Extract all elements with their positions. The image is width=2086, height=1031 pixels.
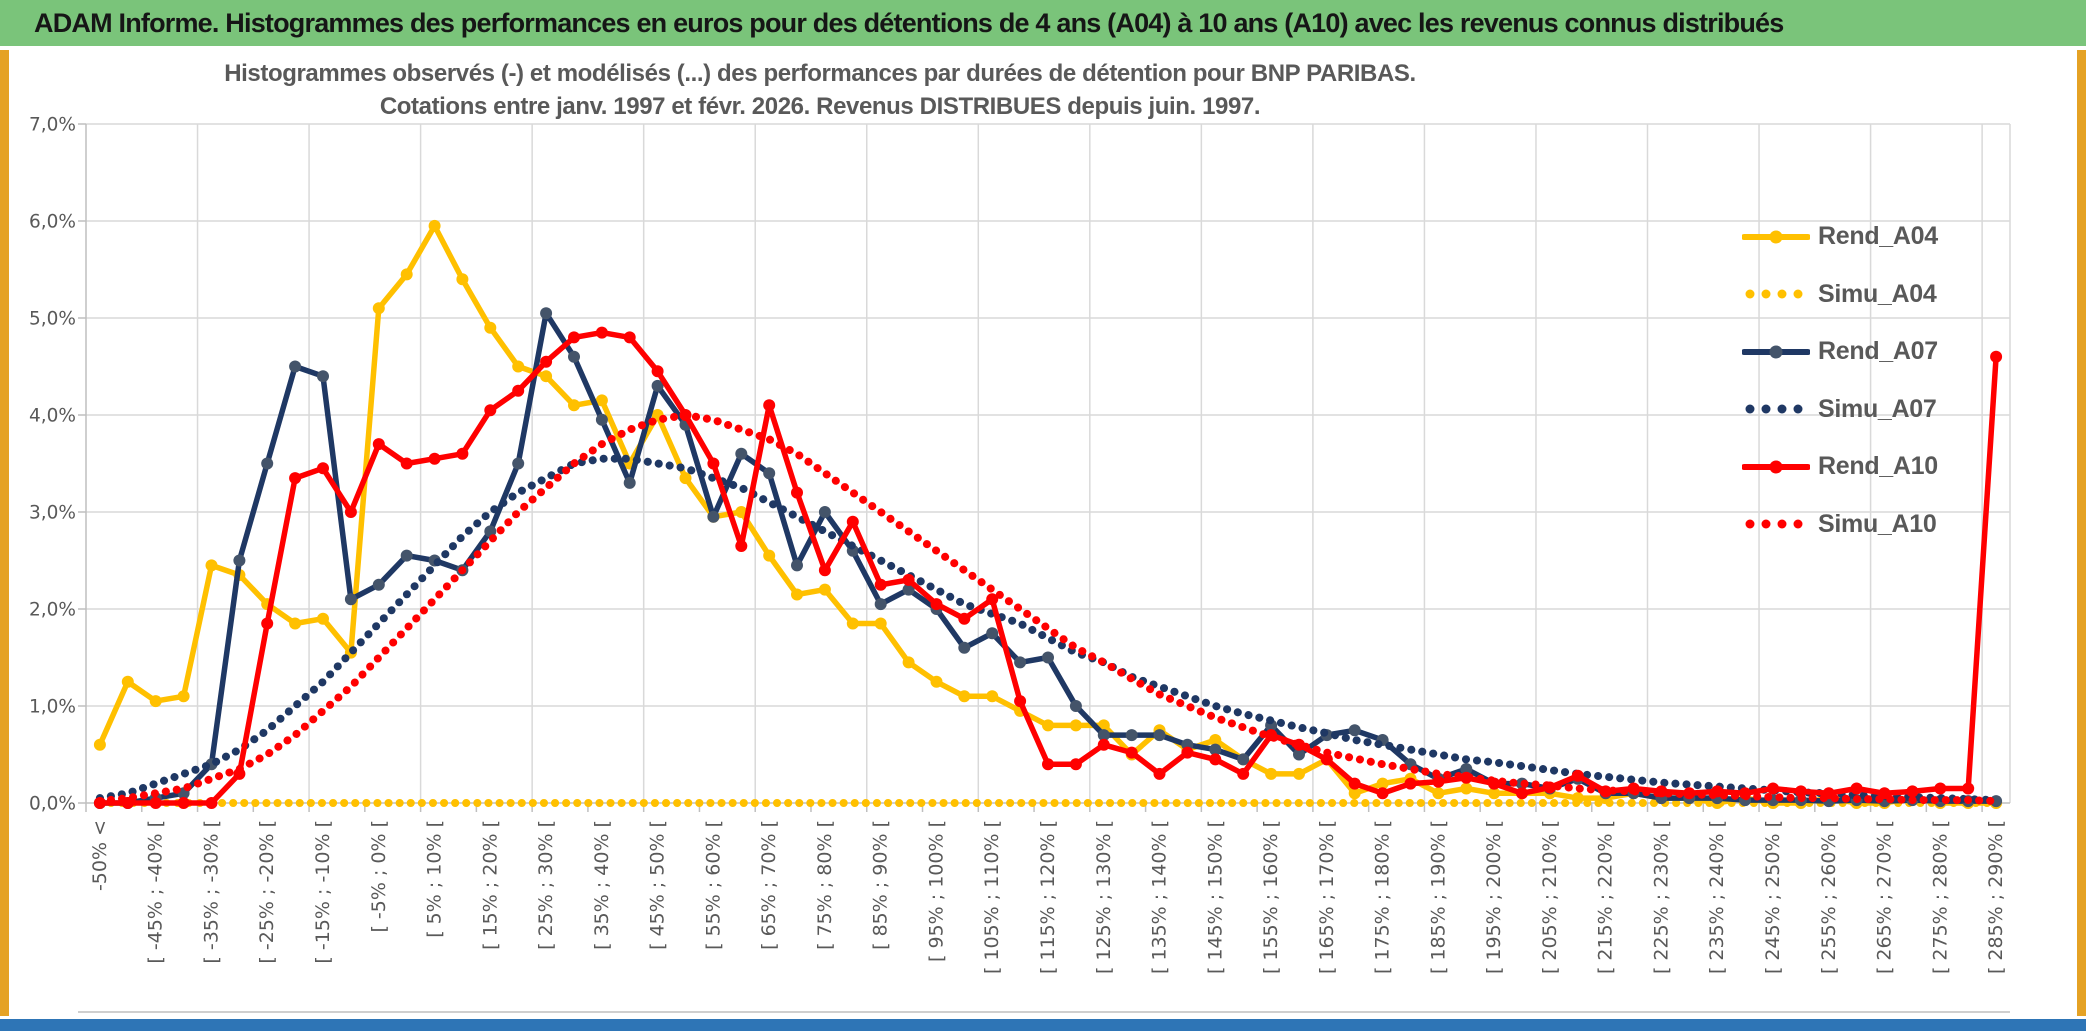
svg-text:[ 95% ; 100% [: [ 95% ; 100% [ [925,820,947,962]
gridlines [86,123,2011,803]
svg-text:[ -15% ; -10% [: [ -15% ; -10% [ [312,820,334,964]
svg-text:[ 5% ; 10% [: [ 5% ; 10% [ [424,820,446,938]
legend-item-simu-a04: Simu_A04 [1742,266,2002,324]
svg-text:[ 155% ; 160% [: [ 155% ; 160% [ [1260,820,1282,974]
header-bar: ADAM Informe. Histogrammes des performan… [0,0,2086,46]
svg-text:[ 215% ; 220% [: [ 215% ; 220% [ [1595,820,1617,974]
simu-a04-dots-icon [1742,286,1810,302]
series-simu-a07 [95,454,2001,805]
svg-text:[ 45% ; 50% [: [ 45% ; 50% [ [647,820,669,950]
svg-text:[ -25% ; -20% [: [ -25% ; -20% [ [256,820,278,964]
series-rend-a07 [93,307,2003,809]
page-title: ADAM Informe. Histogrammes des performan… [34,8,1784,38]
footer-bar [0,1019,2086,1031]
svg-text:[ 75% ; 80% [: [ 75% ; 80% [ [814,820,836,950]
svg-text:[ 225% ; 230% [: [ 225% ; 230% [ [1650,820,1672,974]
series-rend-a04 [93,219,2003,809]
svg-text:[ 25% ; 30% [: [ 25% ; 30% [ [535,820,557,950]
legend-item-rend-a10: Rend_A10 [1741,438,2002,496]
svg-text:[ 65% ; 70% [: [ 65% ; 70% [ [758,820,780,950]
svg-text:[ -5% ; 0% [: [ -5% ; 0% [ [368,820,390,933]
svg-text:5,0%: 5,0% [29,309,76,330]
legend-label: Simu_A04 [1818,279,1937,308]
svg-text:[ 85% ; 90% [: [ 85% ; 90% [ [870,820,892,950]
svg-text:[ 195% ; 200% [: [ 195% ; 200% [ [1483,820,1505,974]
chart-canvas: 7,0% 6,0% 5,0% 4,0% 3,0% 2,0% 1,0% 0,0% -50% < [ … [29,115,2011,1013]
svg-text:[ 55% ; 60% [: [ 55% ; 60% [ [702,820,724,950]
legend-item-simu-a10: Simu_A10 [1742,496,2002,554]
series-simu-a10 [95,411,2001,806]
svg-text:2,0%: 2,0% [29,600,76,621]
svg-text:[ 125% ; 130% [: [ 125% ; 130% [ [1093,820,1115,974]
y-axis-labels: 7,0% 6,0% 5,0% 4,0% 3,0% 2,0% 1,0% 0,0% [29,115,76,815]
simu-a10-dots-icon [1742,516,1810,532]
legend-label: Rend_A04 [1818,222,1938,251]
svg-text:[ 245% ; 250% [: [ 245% ; 250% [ [1762,820,1784,974]
chart-title-line2: Cotations entre janv. 1997 et févr. 2026… [379,93,1261,120]
svg-text:6,0%: 6,0% [29,212,76,233]
legend-label: Rend_A10 [1818,452,1938,481]
svg-text:[ -35% ; -30% [: [ -35% ; -30% [ [200,820,222,964]
svg-text:[ 35% ; 40% [: [ 35% ; 40% [ [591,820,613,950]
legend-item-rend-a04: Rend_A04 [1741,208,2002,266]
svg-text:1,0%: 1,0% [29,697,76,718]
legend-label: Rend_A07 [1818,337,1938,366]
series-rend-a10 [93,326,2003,809]
svg-text:[ 285% ; 290% [: [ 285% ; 290% [ [1985,820,2007,974]
svg-text:[ 185% ; 190% [: [ 185% ; 190% [ [1427,820,1449,974]
rend-a07-line-icon [1741,344,1811,360]
rend-a04-line-icon [1741,229,1811,245]
legend-label: Simu_A10 [1818,509,1937,538]
svg-text:4,0%: 4,0% [29,406,76,427]
svg-text:[ 175% ; 180% [: [ 175% ; 180% [ [1372,820,1394,974]
svg-text:0,0%: 0,0% [29,794,76,815]
svg-text:[ 145% ; 150% [: [ 145% ; 150% [ [1204,820,1226,974]
svg-text:[ 265% ; 270% [: [ 265% ; 270% [ [1874,820,1896,974]
svg-text:[ 115% ; 120% [: [ 115% ; 120% [ [1037,820,1059,974]
svg-text:[ 135% ; 140% [: [ 135% ; 140% [ [1149,820,1171,974]
rend-a10-line-icon [1741,459,1811,475]
chart-title-line1: Histogrammes observés (-) et modélisés (… [224,60,1416,87]
svg-text:[ 205% ; 210% [: [ 205% ; 210% [ [1539,820,1561,974]
svg-text:[ 255% ; 260% [: [ 255% ; 260% [ [1818,820,1840,974]
svg-text:3,0%: 3,0% [29,503,76,524]
legend-item-simu-a07: Simu_A07 [1742,381,2002,439]
svg-text:[ 15% ; 20% [: [ 15% ; 20% [ [479,820,501,950]
chart-legend: Rend_A04 Simu_A04 Rend_A07 Simu_A07 Rend… [1741,208,2002,554]
page-border-left [0,50,9,1016]
svg-text:7,0%: 7,0% [29,115,76,136]
simu-a07-dots-icon [1742,401,1810,417]
svg-text:[ 235% ; 240% [: [ 235% ; 240% [ [1706,820,1728,974]
legend-label: Simu_A07 [1818,394,1937,423]
page-border-right [2077,50,2086,1016]
svg-text:[ -45% ; -40% [: [ -45% ; -40% [ [145,820,167,964]
chart-area: 7,0% 6,0% 5,0% 4,0% 3,0% 2,0% 1,0% 0,0% -50% < [ … [0,46,2086,1019]
svg-text:-50% <: -50% < [89,820,111,891]
svg-text:[ 275% ; 280% [: [ 275% ; 280% [ [1929,820,1951,974]
legend-item-rend-a07: Rend_A07 [1741,323,2002,381]
svg-text:[ 105% ; 110% [: [ 105% ; 110% [ [981,820,1003,974]
x-axis-labels: -50% < [ -45% ; -40% [ [ -35% ; -30% [ [ -2… [89,820,2007,974]
svg-text:[ 165% ; 170% [: [ 165% ; 170% [ [1316,820,1338,974]
